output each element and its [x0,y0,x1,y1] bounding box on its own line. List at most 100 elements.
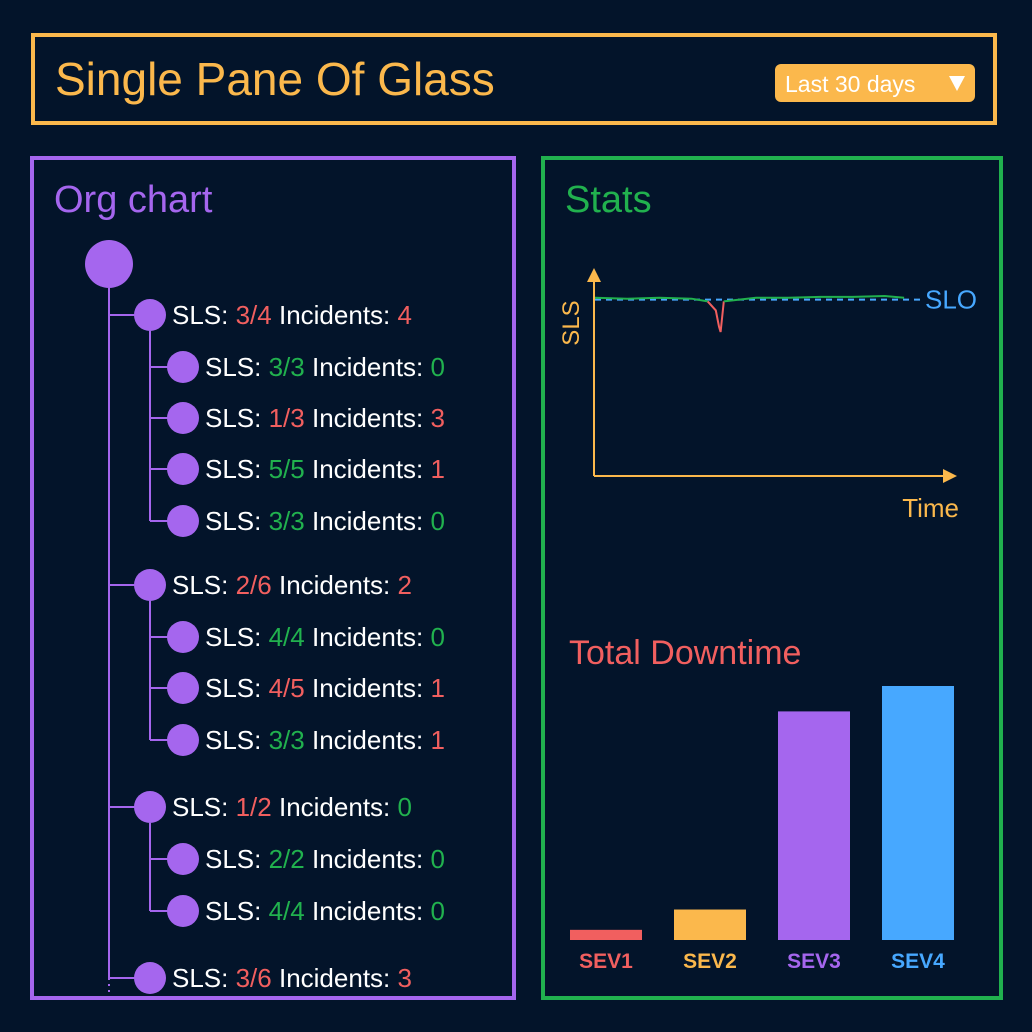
sls-label: SLS: [172,570,236,600]
org-node-row: SLS: 4/5 Incidents: 1 [167,672,445,704]
incidents-label: Incidents: [305,454,431,484]
incidents-value: 0 [430,352,444,382]
team-stats-text: SLS: 2/2 Incidents: 0 [205,844,445,874]
org-root-node [85,240,133,288]
downtime-bar-sev2 [674,909,746,940]
incidents-value: 4 [397,300,411,330]
y-axis-label: SLS [558,300,585,345]
org-node-row: SLS: 3/3 Incidents: 0 [167,351,445,383]
team-stats-text: SLS: 4/4 Incidents: 0 [205,622,445,652]
sls-value: 2/6 [236,570,272,600]
page-title: Single Pane Of Glass [55,53,495,105]
sls-value: 4/4 [269,896,305,926]
incidents-value: 0 [430,506,444,536]
team-stats-text: SLS: 4/5 Incidents: 1 [205,673,445,703]
team-node [134,299,166,331]
team-node [167,453,199,485]
sls-label: SLS: [205,673,269,703]
incidents-value: 1 [430,725,444,755]
sls-value: 3/4 [236,300,272,330]
time-range-select[interactable]: Last 30 days [775,64,975,102]
sls-value: 1/2 [236,792,272,822]
team-stats-text: SLS: 3/6 Incidents: 3 [172,963,412,993]
team-stats-text: SLS: 1/3 Incidents: 3 [205,403,445,433]
org-node-row: SLS: 2/6 Incidents: 2 [134,569,412,601]
incidents-label: Incidents: [272,963,398,993]
downtime-chart-title: Total Downtime [569,634,801,672]
downtime-bar-chart: Total Downtime SEV1 SEV2 SEV3 SEV4 [569,634,954,973]
sls-label: SLS: [205,896,269,926]
org-chart-title: Org chart [54,179,213,221]
sls-value: 5/5 [269,454,305,484]
x-axis-label: Time [902,493,959,523]
team-stats-text: SLS: 3/3 Incidents: 0 [205,352,445,382]
incidents-label: Incidents: [305,725,431,755]
incidents-label: Incidents: [305,673,431,703]
team-node [134,569,166,601]
bar-category-label: SEV2 [683,950,737,973]
sls-series-line [723,294,905,303]
incidents-value: 0 [430,622,444,652]
sls-value: 3/6 [236,963,272,993]
stats-title: Stats [565,179,652,221]
slo-label: SLO [925,285,977,315]
org-node-row: SLS: 3/4 Incidents: 4 [134,299,412,331]
sls-value: 4/5 [269,673,305,703]
sls-value: 2/2 [269,844,305,874]
header-bar: Single Pane Of Glass Last 30 days [31,33,997,125]
org-node-row: SLS: 5/5 Incidents: 1 [167,453,445,485]
sls-value: 1/3 [269,403,305,433]
incidents-value: 1 [430,454,444,484]
downtime-bar-sev1 [570,929,642,940]
team-stats-text: SLS: 3/3 Incidents: 0 [205,506,445,536]
org-node-row: SLS: 3/3 Incidents: 0 [167,505,445,537]
incidents-label: Incidents: [305,403,431,433]
sls-label: SLS: [205,506,269,536]
sls-series-line [706,300,725,333]
y-axis-arrow-icon [587,268,601,282]
sls-label: SLS: [172,792,236,822]
incidents-label: Incidents: [272,792,398,822]
team-stats-text: SLS: 3/3 Incidents: 1 [205,725,445,755]
sls-label: SLS: [172,963,236,993]
time-range-value: Last 30 days [785,71,916,97]
org-node-row: SLS: 4/4 Incidents: 0 [167,895,445,927]
downtime-bar-sev3 [778,711,850,940]
team-node [167,351,199,383]
org-chart-panel: Org chart SLS: 3/4 Incidents: 4 SLS: 3/3 … [30,156,516,1000]
sls-label: SLS: [205,725,269,755]
incidents-value: 3 [430,403,444,433]
team-stats-text: SLS: 2/6 Incidents: 2 [172,570,412,600]
org-node-row: SLS: 1/2 Incidents: 0 [134,791,412,823]
team-node [167,621,199,653]
team-node [167,724,199,756]
team-node [134,962,166,994]
org-node-row: SLS: 3/3 Incidents: 1 [167,724,445,756]
stats-panel: Stats SLS Time SLO Total Downtime SEV1 SEV2 S… [541,156,1003,1000]
sls-line-chart: SLS Time SLO [558,268,977,523]
team-stats-text: SLS: 1/2 Incidents: 0 [172,792,412,822]
team-stats-text: SLS: 4/4 Incidents: 0 [205,896,445,926]
incidents-value: 0 [430,896,444,926]
sls-value: 3/3 [269,352,305,382]
incidents-label: Incidents: [305,352,431,382]
incidents-value: 0 [430,844,444,874]
incidents-label: Incidents: [305,896,431,926]
team-stats-text: SLS: 5/5 Incidents: 1 [205,454,445,484]
incidents-label: Incidents: [305,506,431,536]
sls-value: 4/4 [269,622,305,652]
bar-category-label: SEV4 [891,950,945,973]
org-node-row: SLS: 3/6 Incidents: 3 [134,962,412,994]
org-node-row: SLS: 4/4 Incidents: 0 [167,621,445,653]
incidents-label: Incidents: [305,844,431,874]
team-node [167,895,199,927]
sls-label: SLS: [205,622,269,652]
bar-category-label: SEV3 [787,950,841,973]
sls-label: SLS: [205,403,269,433]
sls-label: SLS: [205,352,269,382]
incidents-value: 2 [397,570,411,600]
incidents-value: 0 [397,792,411,822]
x-axis-arrow-icon [943,469,957,483]
sls-label: SLS: [172,300,236,330]
